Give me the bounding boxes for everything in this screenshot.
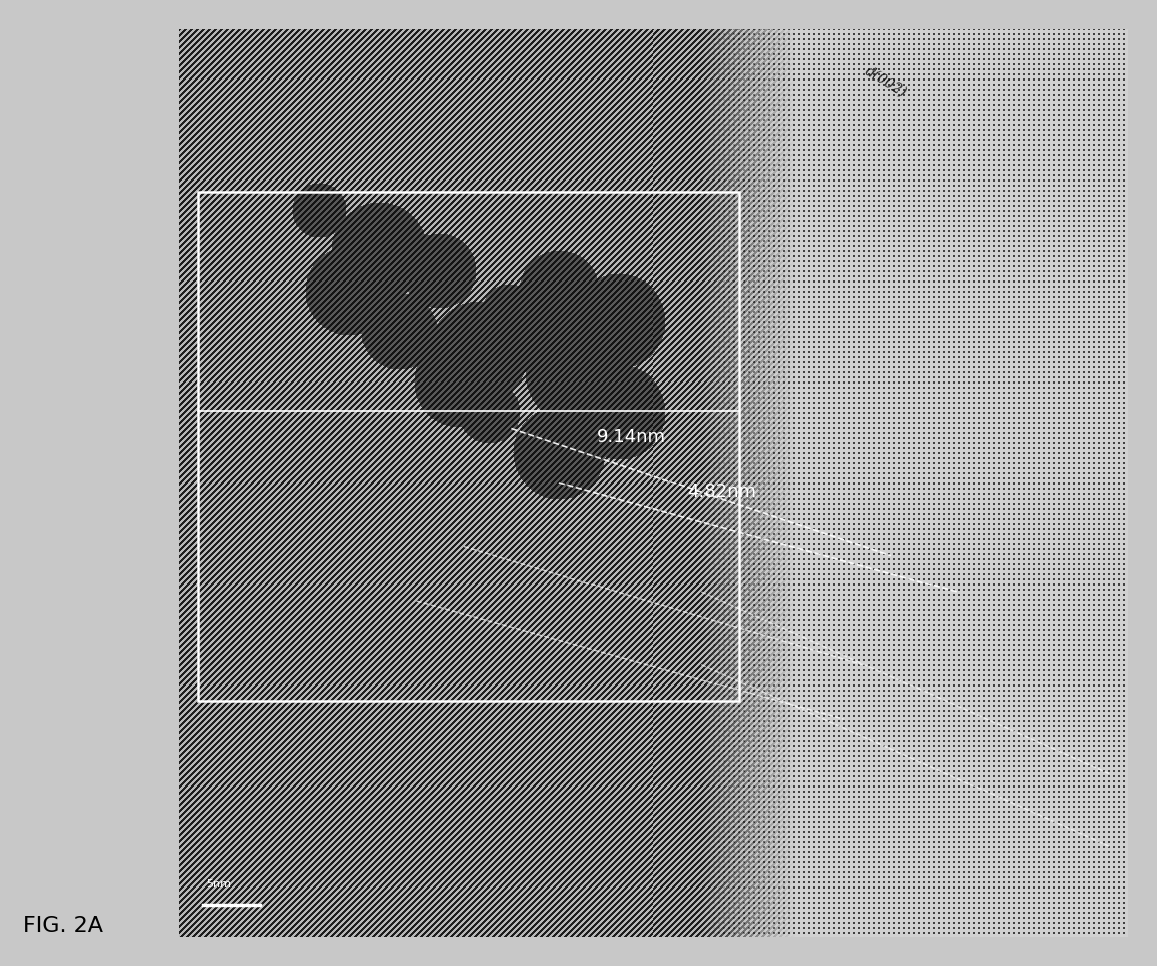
Text: 5nm: 5nm bbox=[206, 879, 231, 889]
Text: FIG. 2A: FIG. 2A bbox=[23, 916, 103, 936]
Text: d(002): d(002) bbox=[862, 64, 909, 100]
Text: 4.82nm: 4.82nm bbox=[687, 483, 756, 500]
Text: 9.14nm: 9.14nm bbox=[597, 428, 665, 446]
Bar bbox=[198, 192, 739, 701]
